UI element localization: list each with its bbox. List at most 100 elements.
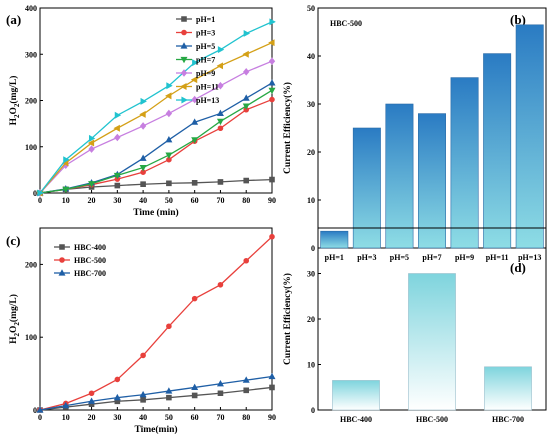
panel-a-line-chart: 0 10 20 30 40 50 60 70 80 90 0 100 200 300 400 Time (mi…	[8, 4, 276, 218]
data-point	[191, 137, 199, 144]
data-point	[269, 96, 275, 103]
bar	[320, 230, 349, 249]
x-category-label: pH=1	[325, 253, 344, 262]
x-axis-label: Time (min)	[133, 207, 178, 218]
data-point	[63, 156, 70, 164]
x-category-label: HBC-400	[340, 415, 372, 424]
bar	[484, 366, 532, 411]
data-point	[216, 379, 224, 387]
y-tick-label: 20	[307, 148, 315, 157]
data-point	[216, 118, 224, 126]
x-tick-label: 40	[139, 413, 147, 422]
data-point	[268, 87, 276, 95]
x-category-label: pH=13	[518, 253, 541, 262]
data-point	[140, 181, 146, 188]
data-point	[242, 103, 250, 110]
data-point	[242, 50, 249, 58]
x-tick-label: 80	[242, 196, 250, 205]
data-point	[191, 118, 199, 125]
data-point	[114, 182, 121, 189]
y-tick-label: 10	[307, 361, 315, 370]
y-axis-label: H2O2(mg/L)	[8, 294, 21, 344]
data-point	[243, 387, 250, 394]
x-tick-label: 0	[38, 413, 42, 422]
data-point	[139, 164, 147, 172]
data-point	[192, 59, 199, 67]
x-category-label: pH=9	[455, 253, 474, 262]
data-point	[217, 125, 224, 132]
x-tick-label: 90	[268, 196, 276, 205]
y-tick-label: 200	[25, 260, 37, 269]
data-point	[139, 122, 147, 130]
data-point	[268, 79, 276, 86]
data-point	[242, 94, 250, 101]
legend-label: HBC-500	[74, 256, 106, 265]
data-point	[165, 92, 172, 100]
data-point	[87, 139, 95, 147]
x-tick-label: 30	[113, 413, 121, 422]
panel-d-bar-chart: 0 10 20 30 HBC-400 HBC-500 HBC-700 Current Effi…	[282, 227, 547, 424]
y-tick-label: 0	[33, 406, 37, 415]
data-point	[269, 384, 275, 391]
series-line	[39, 60, 273, 194]
panel-a-label: (a)	[6, 12, 21, 27]
y-axis-label-part: O	[9, 326, 19, 333]
data-point	[191, 383, 199, 391]
legend-marker	[180, 83, 187, 90]
y-tick-label: 10	[307, 196, 315, 205]
y-axis-label-part: 2	[13, 114, 21, 118]
legend-label: HBC-400	[74, 243, 106, 252]
x-tick-label: 0	[38, 196, 42, 205]
legend-marker	[59, 257, 65, 263]
bar	[418, 113, 446, 249]
bar	[483, 53, 512, 249]
data-point	[191, 95, 198, 104]
data-point	[166, 323, 172, 330]
legend-marker	[180, 42, 188, 49]
bar	[450, 77, 479, 249]
x-tick-label: 20	[88, 196, 96, 205]
y-tick-label: 100	[25, 143, 37, 152]
x-category-label: pH=7	[422, 253, 441, 262]
data-point	[190, 76, 198, 84]
y-tick-label: 0	[311, 406, 315, 415]
data-point	[139, 390, 147, 398]
data-point	[166, 180, 172, 187]
x-tick-label: 10	[62, 413, 70, 422]
x-tick-label: 20	[88, 413, 96, 422]
series-line	[39, 89, 273, 194]
bar	[408, 273, 456, 411]
data-point	[269, 18, 276, 26]
y-axis-label-part: 2	[13, 322, 21, 326]
x-tick-label: 60	[191, 196, 199, 205]
data-point	[216, 62, 224, 70]
x-tick-label: 50	[165, 413, 173, 422]
data-point	[140, 397, 146, 403]
data-point	[139, 154, 147, 161]
plot-frame	[39, 227, 273, 411]
x-tick-label: 10	[62, 196, 70, 205]
x-tick-label: 30	[113, 196, 121, 205]
y-axis-label-part: (mg/L)	[8, 294, 19, 322]
bar	[515, 24, 544, 249]
legend-marker	[181, 96, 188, 104]
x-category-label: HBC-700	[492, 415, 524, 424]
data-point	[217, 46, 225, 54]
data-point	[165, 136, 173, 143]
y-tick-label: 100	[25, 333, 37, 342]
chart-title: HBC-500	[330, 19, 362, 28]
series-line	[39, 82, 273, 194]
data-point	[113, 124, 120, 132]
x-category-label: HBC-500	[416, 415, 448, 424]
series-line	[39, 375, 273, 411]
data-point	[62, 401, 70, 409]
data-point	[217, 81, 224, 90]
y-axis-label: Current Efficiency(%)	[282, 273, 293, 365]
data-point	[243, 29, 251, 37]
data-point	[140, 97, 147, 105]
data-point	[269, 233, 275, 240]
legend-label: pH=5	[196, 42, 215, 51]
y-tick-label: 40	[307, 52, 315, 61]
data-point	[113, 172, 121, 180]
